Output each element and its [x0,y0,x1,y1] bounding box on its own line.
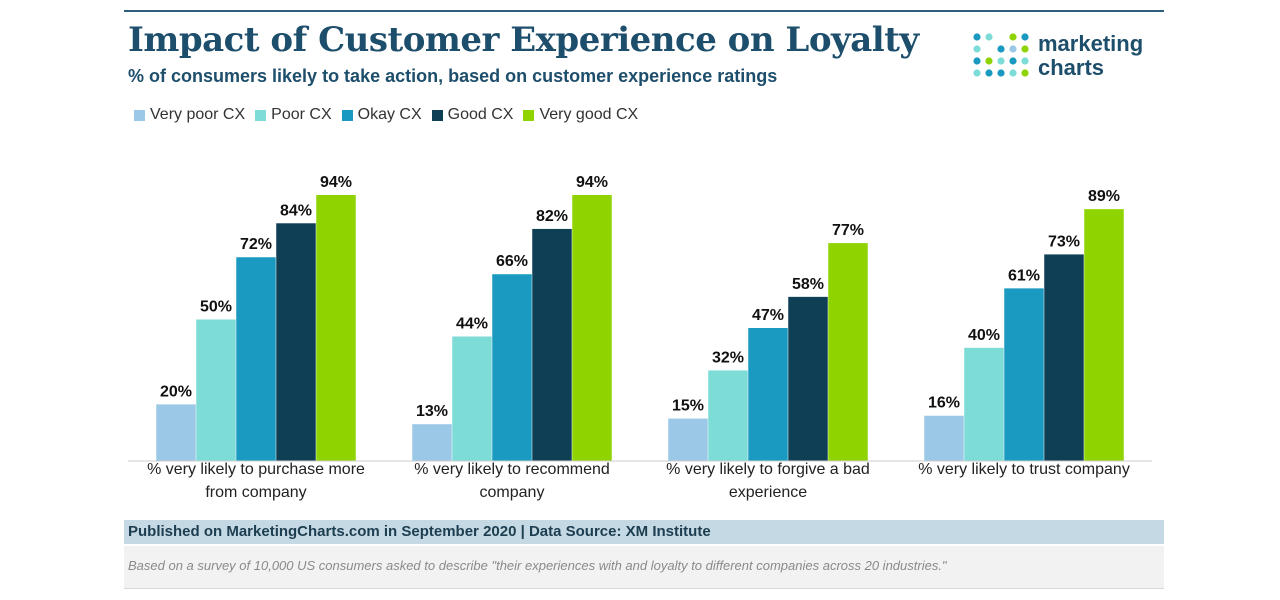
bar-value-label: 47% [752,307,784,324]
bar [1004,288,1044,461]
category-label-line: experience [728,484,808,501]
bar [532,228,572,461]
bar [452,336,492,461]
bar-value-label: 77% [832,222,864,239]
legend-label: Good CX [447,106,514,123]
bar [412,424,452,461]
bar [924,415,964,461]
category-label-line: % very likely to forgive a bad [666,461,870,478]
legend-label: Very poor CX [150,106,246,123]
bar [828,243,868,461]
chart-subtitle: % of consumers likely to take action, ba… [128,66,778,86]
bar [196,319,236,461]
bar-value-label: 94% [576,174,608,191]
legend-swatch [255,109,267,121]
logo-line-1: marketing [1038,31,1144,56]
bar [276,223,316,461]
survey-note-box: Based on a survey of 10,000 US consumers… [124,546,1164,589]
legend-item: Very poor CX [134,106,245,124]
chart-frame: Impact of Customer Experience on Loyalty… [124,10,1164,590]
legend-swatch [431,109,443,121]
bar [708,370,748,461]
chart-title: Impact of Customer Experience on Loyalty [128,20,919,60]
bar-value-label: 20% [160,383,192,400]
bar-value-label: 16% [928,395,960,412]
bar-value-label: 73% [1048,233,1080,250]
legend-item: Poor CX [255,106,332,124]
bar-value-label: 84% [280,202,312,219]
legend-swatch [523,109,535,121]
category-label-line: % very likely to trust company [918,461,1130,478]
legend-swatch [134,109,145,121]
bar [964,347,1004,461]
bar [156,404,196,461]
bar-value-label: 66% [496,253,528,270]
marketingcharts-logo: marketing charts [972,22,1162,82]
category-label-line: company [479,484,545,501]
bar [492,274,532,461]
category-label-line: from company [205,484,307,501]
category-label: % very likely to forgive a bad experience [640,458,896,504]
survey-note-text: Based on a survey of 10,000 US consumers… [128,558,947,573]
bar-value-label: 13% [416,403,448,420]
bar-value-label: 50% [200,299,232,316]
top-rule [124,10,1164,12]
bar-value-label: 61% [1008,267,1040,284]
bar-value-label: 58% [792,276,824,293]
bar [316,194,356,462]
legend-item: Very good CX [523,106,638,124]
bar-value-label: 40% [968,327,1000,344]
logo-line-2: charts [1038,55,1105,80]
category-label-line: % very likely to recommend [414,461,610,478]
bar-value-label: 82% [536,208,568,225]
bar-chart: 20% 50% 72% 84% 94% 13% 44% 66% 82% 94% 15% 32% 47% 5… [128,174,1152,462]
bar [668,418,708,461]
footer-source-bar: Published on MarketingCharts.com in Sept… [124,520,1164,544]
logo-wordmark: marketing charts [1038,32,1143,80]
bar-value-label: 32% [712,349,744,366]
bar-value-label: 89% [1088,188,1120,205]
bar-value-label: 94% [320,174,352,191]
bar [236,257,276,461]
logo-dots-icon [973,33,1029,77]
bar-value-label: 44% [456,315,488,332]
legend-swatch [341,109,353,121]
category-label-line: % very likely to purchase more [147,461,365,478]
category-label: % very likely to purchase more from compa… [128,458,384,504]
legend-label: Very good CX [539,106,639,123]
bar [788,296,828,461]
category-label: % very likely to trust company [896,458,1152,481]
chart-legend: Very poor CX Poor CX Okay CX Good CX Very go… [134,106,638,124]
bar-value-label: 72% [240,236,272,253]
bar [1044,254,1084,461]
legend-item: Good CX [431,106,514,124]
category-label: % very likely to recommend company [384,458,640,504]
bar [572,194,612,462]
legend-label: Poor CX [271,106,332,123]
bar-value-label: 15% [672,398,704,415]
bar [1084,209,1124,461]
legend-item: Okay CX [341,106,422,124]
bar [748,327,788,461]
published-source-text: Published on MarketingCharts.com in Sept… [128,523,711,540]
legend-label: Okay CX [357,106,422,123]
